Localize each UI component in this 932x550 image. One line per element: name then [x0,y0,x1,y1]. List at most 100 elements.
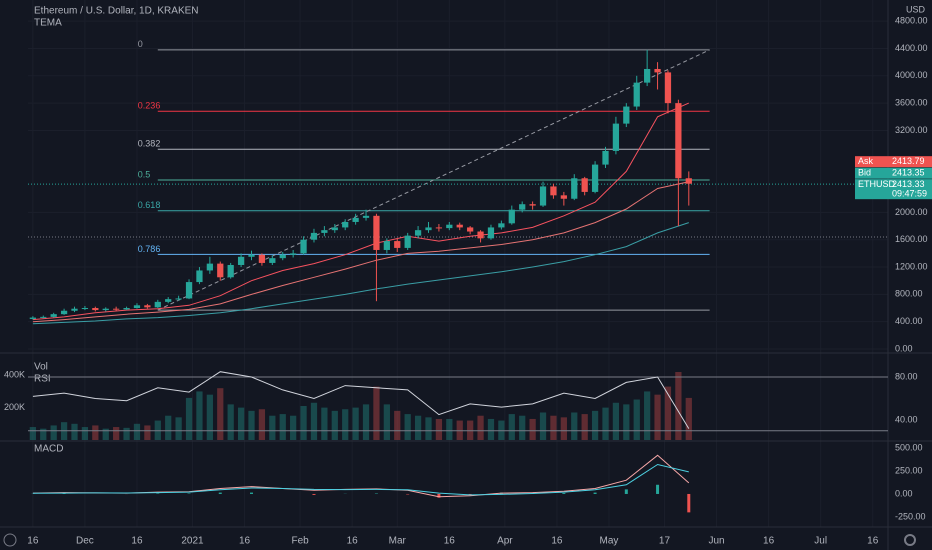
settings-icon[interactable] [904,534,916,546]
candle-body [113,308,120,310]
volume-bar [310,402,318,440]
moving-average [32,102,690,321]
volume-bar [529,418,536,440]
x-tick-label: Apr [497,536,513,547]
x-tick-label: 16 [27,536,39,547]
candle-body [71,308,78,311]
x-tick-label: Mar [389,536,407,547]
candle-body [456,224,463,228]
candle-body [29,317,36,319]
x-tick-label: 2021 [181,536,204,547]
volume-bar [623,404,630,440]
volume-bar [644,391,651,440]
candle-body [550,186,557,196]
fib-label: 0.786 [138,244,161,254]
y-tick-label: 4800.00 [895,16,928,26]
fib-label: 0.5 [138,169,151,179]
macd-histogram-bar [437,493,441,498]
volume-bar [206,394,213,440]
y-tick-label: 0.00 [895,343,913,353]
rsi-tick-label: 80.00 [895,371,918,381]
volume-bar [519,415,526,440]
volume-bar [331,410,338,440]
volume-bar [321,407,328,440]
candle-body [123,308,130,310]
candle-body [435,227,443,229]
candle-body [383,241,390,250]
x-tick-label: 16 [347,536,359,547]
volume-bar [383,404,390,440]
volume-bar [196,391,203,440]
candle-body [394,241,401,248]
volume-bar [685,397,692,440]
rsi-line [32,371,690,429]
candle-body [342,221,349,228]
indicator-name: TEMA [34,18,62,29]
macd-tick-label: 500.00 [895,442,923,452]
candle-body [644,68,651,83]
volume-bar [664,386,672,440]
volume-bar [425,417,432,440]
volume-bar [342,409,349,440]
volume-bar [373,386,380,440]
candle-body [133,305,141,309]
volume-bar [300,406,307,440]
y-tick-label: 2000.00 [895,207,928,217]
volume-bar [279,414,286,440]
zoom-icon[interactable] [3,533,17,547]
volume-bar [508,414,515,440]
candle-body [102,308,109,311]
trend-line [157,49,710,311]
rsi-label: RSI [34,374,51,385]
volume-bar [394,410,401,440]
candle-body [654,68,661,73]
volume-bar [123,427,130,440]
x-tick-label: 17 [659,536,671,547]
volume-bar [352,407,359,440]
candle-body [237,256,245,265]
candle-body [279,254,286,259]
volume-bar [602,407,609,440]
price-label-value: 2413.35 [892,168,925,178]
candle-body [81,308,89,310]
candle-body [633,82,640,107]
candle-body [446,224,453,229]
fib-label: 0 [138,39,143,49]
candle-body [227,264,234,278]
candle-body [487,227,495,239]
volume-bar [414,415,422,440]
candle-body [258,254,266,263]
macd-label: MACD [34,444,63,455]
volume-bar [102,428,109,440]
moving-average [32,181,689,323]
volume-bar [217,388,224,440]
macd-histogram-bar [562,493,566,494]
price-label-box [855,167,888,179]
candle-body [425,227,432,231]
x-tick-label: Dec [76,536,94,547]
candle-body [581,178,588,192]
volume-bar [144,425,151,440]
volume-bar [165,415,172,440]
candle-body [373,215,380,250]
price-label-value: 2413.79 [892,156,925,166]
volume-bar [92,425,99,440]
candle-body [321,230,328,233]
candle-body [602,150,609,165]
volume-bar [675,372,682,440]
volume-bar [404,414,411,440]
fib-label: 0.382 [138,139,161,149]
volume-bar [591,410,599,440]
candle-body [50,314,57,317]
currency: USD [906,4,926,14]
candle-body [300,239,307,254]
volume-bar [560,417,567,440]
candle-body [269,258,276,263]
volume-bar [362,404,370,440]
volume-bar [175,417,182,440]
volume-label: Vol [34,362,48,373]
candle-body [591,164,599,192]
volume-bar [71,423,78,440]
